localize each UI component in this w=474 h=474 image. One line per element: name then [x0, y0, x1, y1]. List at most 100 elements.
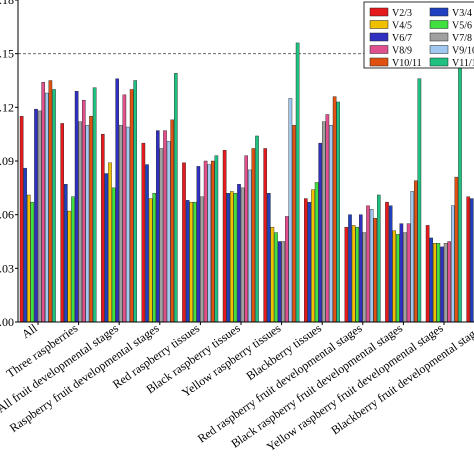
bar-2-3	[104, 173, 109, 323]
y-tick-label: 0.09	[0, 154, 14, 168]
bar-7-1	[41, 82, 45, 323]
bar-3-6	[229, 191, 234, 323]
bar-4-6	[233, 192, 238, 323]
bar-6-8	[322, 121, 326, 323]
bar-10-7	[295, 42, 300, 323]
bar-4-9	[355, 226, 360, 323]
bar-9-11	[454, 176, 459, 323]
legend-label: V10/11	[392, 58, 422, 69]
legend-swatch	[429, 7, 449, 17]
bar-3-3	[108, 162, 112, 323]
bar-1-7	[263, 148, 268, 323]
bar-4-7	[274, 232, 278, 323]
legend-swatch	[369, 32, 389, 42]
bar-8-10	[410, 191, 415, 323]
bar-6-5	[200, 196, 204, 323]
bar-3-5	[189, 201, 194, 323]
legend-label: V2/3	[392, 8, 412, 19]
legend-swatch	[429, 32, 449, 42]
bar-9-4	[170, 119, 175, 323]
bar-7-4	[163, 130, 167, 323]
bar-1-10	[385, 201, 389, 323]
bar-5-9	[359, 214, 363, 323]
y-tick-label: 0.03	[0, 261, 14, 275]
bar-8-2	[85, 125, 90, 323]
bar-4-2	[71, 196, 75, 323]
bar-7-3	[122, 94, 127, 323]
bar-5-6	[237, 184, 241, 323]
bar-10-6	[255, 135, 259, 323]
bar-4-3	[111, 187, 116, 323]
y-tick-label: 0.12	[0, 100, 14, 114]
bar-1-11	[425, 225, 430, 323]
bar-2-8	[307, 201, 312, 323]
bar-7-11	[447, 241, 452, 323]
bar-1-3	[100, 133, 105, 323]
bar-8-6	[247, 169, 252, 323]
bars-layer	[19, 42, 474, 323]
bar-9-10	[414, 180, 418, 323]
bar-4-5	[192, 201, 197, 323]
bar-6-6	[240, 187, 245, 323]
bar-2-12	[470, 198, 474, 323]
y-tick-label: 0.00	[0, 315, 14, 329]
legend-label: V5/6	[452, 21, 472, 32]
legend-label: V7/8	[452, 33, 472, 44]
bar-6-2	[78, 121, 82, 323]
bar-7-2	[81, 99, 86, 323]
bar-2-9	[348, 214, 352, 323]
bar-8-3	[126, 126, 130, 323]
axes: 0.00 0.03 0.06 0.09 0.12 0.15 0.18	[0, 0, 474, 329]
bar-4-10	[396, 234, 400, 323]
bar-3-10	[392, 230, 397, 323]
bar-9-1	[48, 80, 53, 323]
bar-1-6	[222, 150, 227, 323]
bar-10-5	[214, 155, 219, 323]
legend-label: V3/4	[452, 8, 472, 19]
bar-5-4	[155, 130, 160, 323]
bar-2-2	[63, 184, 68, 323]
bar-3-7	[270, 226, 275, 323]
legend-label: V4/5	[392, 21, 412, 32]
bar-2-11	[429, 237, 434, 323]
bar-10-8	[336, 101, 341, 323]
legend-label: V11/12	[452, 58, 474, 69]
bar-10-1	[52, 89, 56, 323]
bar-6-7	[281, 241, 286, 323]
bar-5-1	[34, 108, 38, 323]
bar-10-9	[377, 194, 381, 323]
bar-9-2	[89, 116, 93, 323]
bar-6-10	[403, 232, 407, 323]
bar-2-10	[388, 205, 393, 323]
bar-2-7	[267, 192, 271, 323]
bar-6-3	[118, 125, 123, 323]
bar-10-2	[92, 87, 97, 323]
bar-3-4	[148, 198, 153, 323]
bar-9-7	[292, 125, 296, 323]
bar-3-11	[433, 243, 437, 323]
bar-5-3	[115, 78, 119, 323]
legend-label: V8/9	[392, 46, 412, 57]
bar-4-11	[436, 243, 441, 323]
bar-1-4	[141, 142, 146, 323]
bar-7-7	[285, 216, 289, 323]
legend-swatch	[429, 45, 449, 54]
bar-2-5	[185, 200, 190, 323]
bar-10-10	[417, 78, 422, 323]
category-label: All	[19, 321, 40, 342]
bar-4-1	[30, 201, 35, 323]
bar-5-8	[318, 142, 323, 323]
bar-4-8	[314, 182, 319, 323]
y-tick-label: 0.15	[0, 47, 14, 61]
bar-5-10	[399, 223, 404, 323]
bar-7-10	[406, 223, 411, 323]
legend-label: V6/7	[392, 33, 412, 44]
bar-1-12	[466, 196, 471, 323]
bar-3-8	[311, 189, 315, 323]
bar-8-5	[207, 164, 212, 323]
legend-swatch	[369, 45, 389, 54]
legend: V2/3 V3/4 V4/5 V5/6 V6/7 V7/8 V8/9 V9/10 V10/11 V…	[363, 1, 474, 69]
bar-8-1	[45, 92, 49, 323]
